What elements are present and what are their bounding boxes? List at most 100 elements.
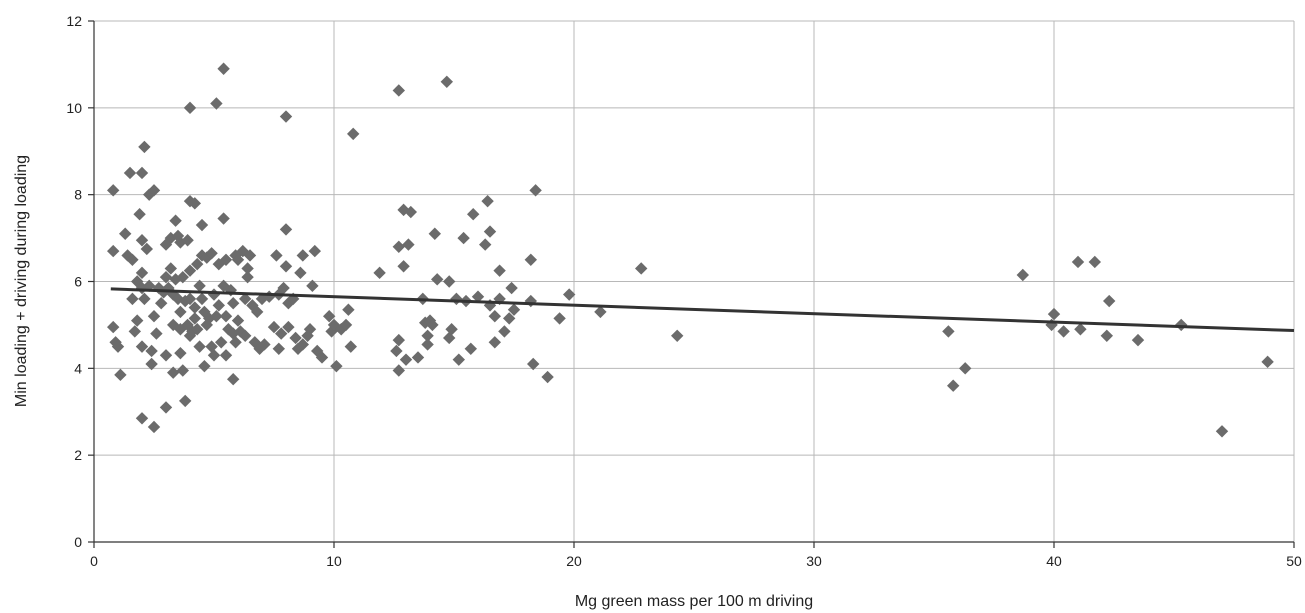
data-point	[188, 301, 201, 314]
data-point	[147, 420, 161, 434]
data-point	[505, 281, 518, 295]
data-point	[339, 318, 353, 332]
data-point	[241, 262, 254, 275]
data-point	[296, 338, 309, 351]
data-point	[193, 340, 206, 353]
data-point	[529, 184, 542, 197]
data-point	[126, 292, 139, 306]
x-tick-label: 10	[326, 553, 342, 569]
data-point	[457, 231, 470, 245]
data-point	[464, 342, 477, 355]
data-point	[123, 166, 137, 180]
data-point	[399, 353, 413, 366]
x-tick-label: 0	[90, 553, 98, 569]
data-point	[498, 325, 511, 338]
data-point	[219, 310, 233, 323]
data-point	[483, 225, 497, 238]
data-point	[210, 310, 223, 323]
data-point	[241, 270, 254, 284]
data-point	[155, 297, 168, 310]
data-point	[1074, 323, 1087, 336]
data-point	[135, 234, 149, 247]
data-point	[145, 357, 158, 371]
data-point	[1175, 318, 1188, 332]
x-tick-label: 30	[806, 553, 822, 569]
data-point	[342, 303, 355, 316]
data-point	[315, 351, 329, 364]
data-point	[303, 323, 317, 336]
data-point	[1016, 268, 1029, 282]
data-point	[507, 303, 521, 316]
data-point	[397, 260, 410, 273]
data-point	[1131, 333, 1145, 347]
data-point	[227, 297, 240, 310]
data-point	[131, 314, 144, 327]
data-point	[176, 270, 189, 284]
data-point	[193, 279, 206, 293]
data-point	[135, 166, 149, 180]
data-point	[147, 310, 161, 323]
data-point	[942, 325, 955, 338]
data-point	[392, 240, 405, 253]
trendline	[110, 287, 1295, 333]
data-point	[279, 223, 293, 236]
data-point	[133, 208, 146, 221]
data-point	[138, 292, 151, 306]
y-tick-label: 10	[66, 100, 82, 116]
data-point	[594, 305, 607, 319]
data-point	[135, 266, 149, 280]
data-point	[174, 346, 187, 360]
data-point	[198, 359, 211, 373]
data-point	[181, 234, 194, 247]
data-point	[176, 364, 189, 377]
data-point	[150, 327, 163, 340]
data-point	[959, 362, 972, 375]
data-point	[207, 349, 221, 362]
x-tick-label: 40	[1046, 553, 1062, 569]
data-point	[191, 323, 204, 336]
data-point	[373, 266, 386, 280]
data-point	[503, 312, 516, 325]
data-point	[488, 336, 501, 349]
data-point	[159, 238, 173, 251]
data-point	[183, 329, 197, 342]
y-tick-label: 0	[74, 534, 82, 550]
data-point	[479, 238, 492, 251]
data-point	[188, 312, 201, 325]
data-point	[421, 338, 434, 351]
data-point	[219, 349, 233, 362]
data-point	[191, 257, 204, 271]
data-point	[140, 242, 153, 256]
y-tick-label: 4	[74, 360, 82, 376]
data-point	[421, 329, 434, 342]
y-axis-title: Min loading + driving during loading	[13, 155, 30, 407]
data-point	[231, 253, 245, 266]
data-point	[443, 275, 456, 288]
data-point	[323, 310, 336, 323]
data-point	[450, 292, 463, 306]
data-point	[282, 320, 295, 334]
data-point	[159, 401, 173, 414]
data-point	[179, 394, 192, 408]
data-point	[392, 84, 405, 97]
data-point	[541, 370, 554, 384]
y-tick-label: 6	[74, 274, 82, 290]
data-point	[183, 101, 197, 115]
gridlines	[94, 20, 1295, 542]
data-point	[159, 349, 173, 362]
data-point	[107, 320, 120, 334]
data-point	[243, 249, 257, 262]
x-tick-label: 50	[1286, 553, 1302, 569]
data-point	[217, 62, 230, 75]
data-points	[107, 62, 1274, 438]
data-point	[1103, 294, 1116, 308]
data-point	[164, 262, 177, 275]
data-point	[428, 227, 441, 240]
data-point	[279, 110, 293, 123]
data-point	[471, 290, 485, 303]
y-tick-label: 12	[66, 13, 82, 29]
data-point	[258, 338, 271, 351]
data-point	[231, 314, 245, 327]
data-point	[219, 253, 233, 266]
